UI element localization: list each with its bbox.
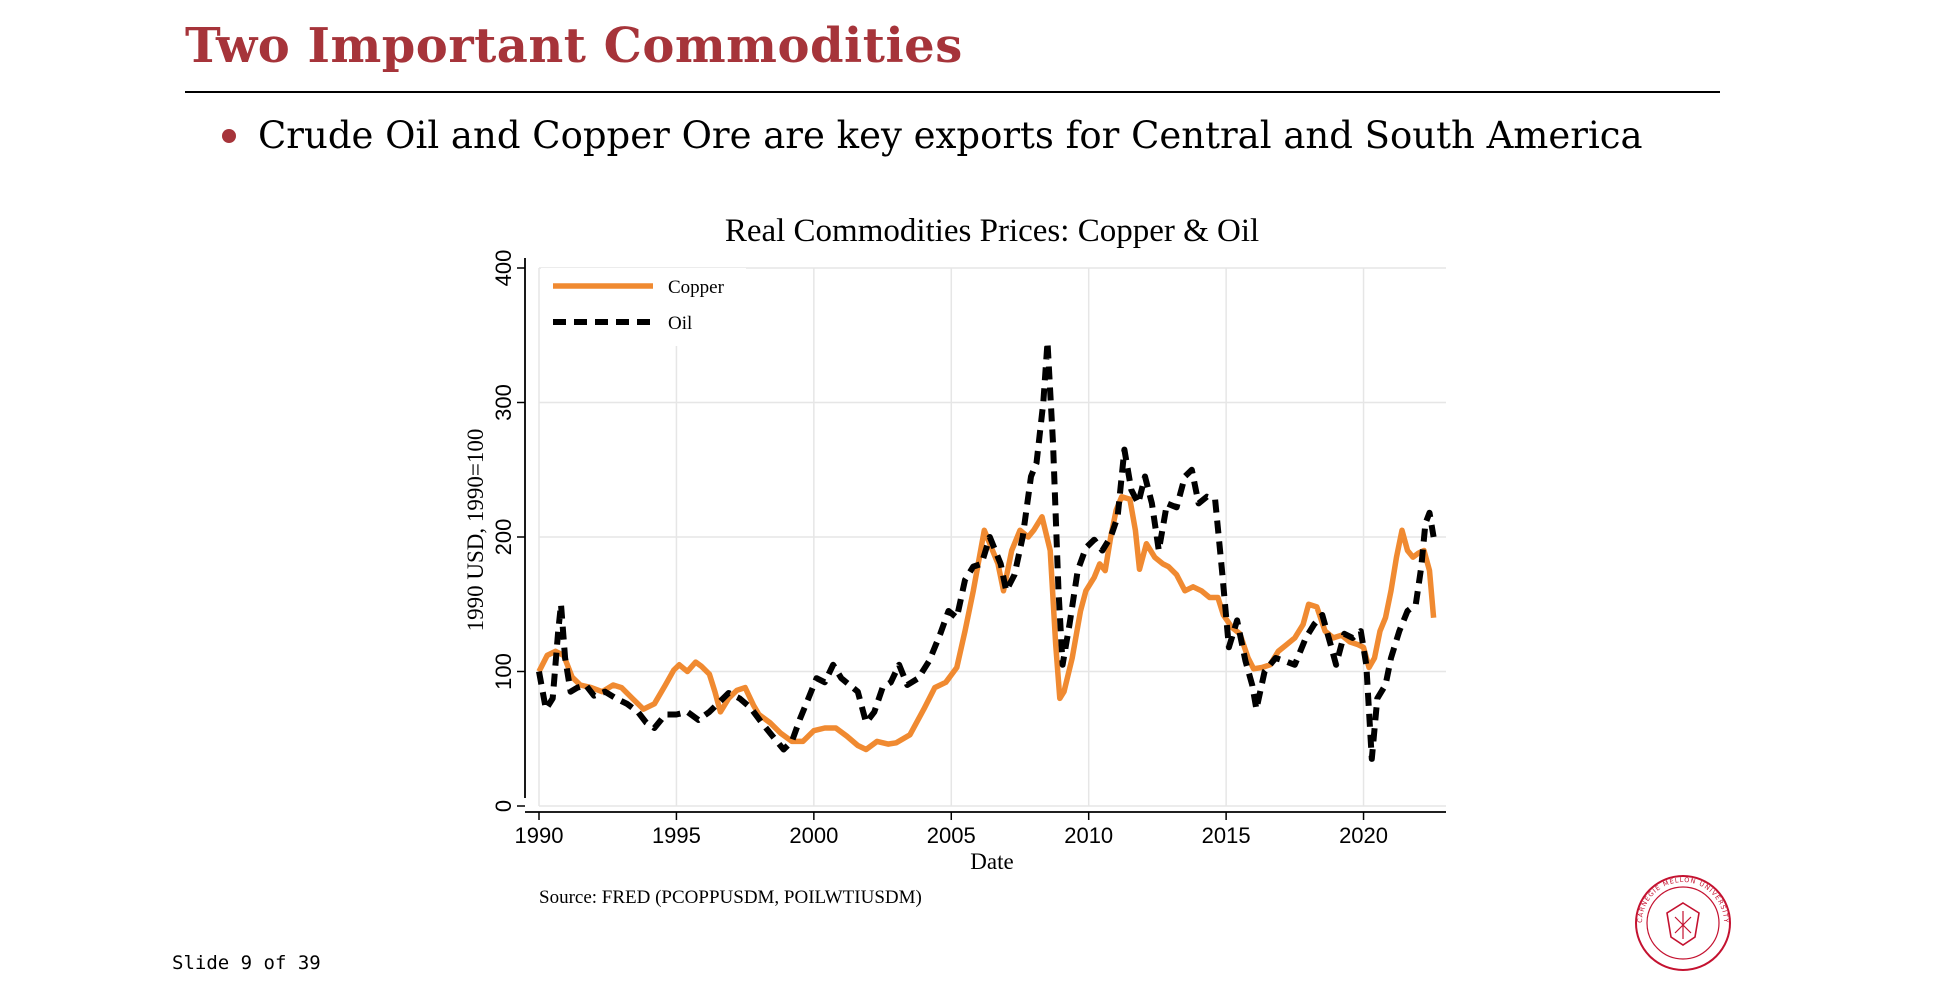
x-tick-label: 1995 [652, 823, 701, 848]
x-tick-label: 2000 [789, 823, 838, 848]
bullet-text: Crude Oil and Copper Ore are key exports… [258, 114, 1643, 157]
bullet-item: Crude Oil and Copper Ore are key exports… [222, 114, 1643, 157]
bullet-dot-icon [222, 128, 236, 143]
chart-title: Real Commodities Prices: Copper & Oil [725, 213, 1259, 249]
slide-counter: Slide 9 of 39 [172, 952, 321, 974]
y-tick-label: 300 [491, 384, 516, 421]
y-tick-label: 0 [491, 800, 516, 812]
series-line-copper [536, 493, 1437, 753]
legend-box [541, 268, 746, 346]
x-tick-label: 1990 [515, 823, 564, 848]
university-seal-logo: CARNEGIE MELLON UNIVERSITY [1635, 875, 1731, 971]
x-tick-label: 2005 [927, 823, 976, 848]
y-tick-label: 200 [491, 519, 516, 556]
axes: 0 100 200 300 400 1990 1995 2000 2005 2010 2015 202… [491, 250, 1446, 848]
x-tick-label: 2015 [1202, 823, 1251, 848]
title-divider [185, 91, 1720, 93]
y-tick-label: 400 [491, 250, 516, 287]
series-lines [536, 339, 1437, 762]
chart-legend: Copper Oil [541, 268, 746, 346]
y-tick-label: 100 [491, 653, 516, 690]
y-axis-label: 1990 USD, 1990=100 [463, 429, 488, 632]
legend-label-oil: Oil [668, 313, 692, 334]
source-note: Source: FRED (PCOPPUSDM, POILWTIUSDM) [539, 887, 922, 908]
slide-title: Two Important Commodities [185, 18, 963, 74]
x-tick-label: 2010 [1064, 823, 1113, 848]
series-line-oil [536, 339, 1437, 762]
legend-label-copper: Copper [668, 277, 725, 298]
x-tick-label: 2020 [1339, 823, 1388, 848]
x-axis-label: Date [970, 849, 1013, 874]
